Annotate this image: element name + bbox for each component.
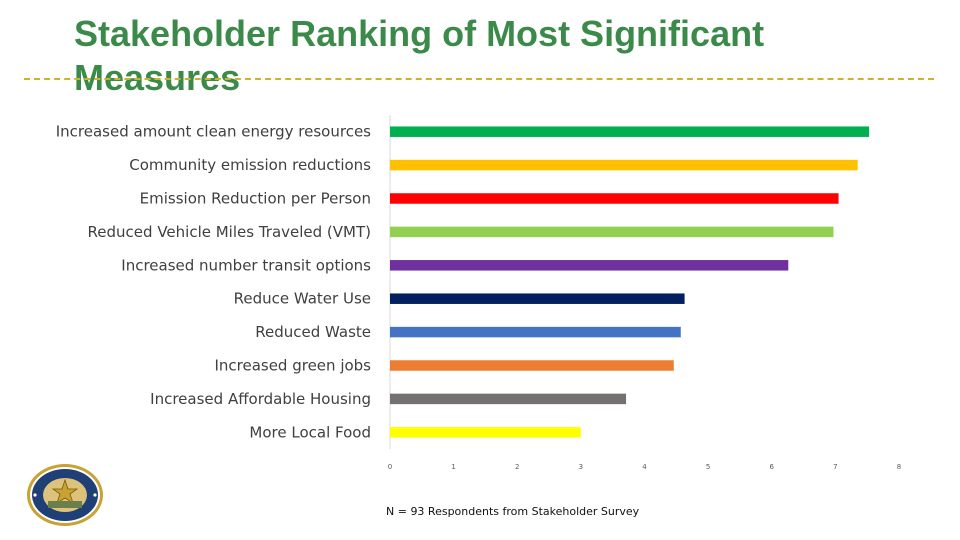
x-tick-label: 4 (642, 463, 647, 470)
bar (390, 427, 581, 438)
category-label: Increased amount clean energy resources (56, 123, 371, 141)
bar (390, 293, 685, 304)
x-tick-label: 8 (897, 463, 901, 470)
x-tick-label: 0 (388, 463, 392, 470)
x-tick-label: 1 (451, 463, 455, 470)
x-tick-label: 5 (706, 463, 710, 470)
category-label: Emission Reduction per Person (140, 190, 371, 208)
category-label: Increased green jobs (214, 357, 371, 375)
x-tick-label: 7 (833, 463, 837, 470)
category-label: More Local Food (249, 423, 371, 441)
category-label: Community emission reductions (129, 156, 371, 174)
category-label: Reduced Vehicle Miles Traveled (VMT) (88, 223, 371, 241)
bar (390, 393, 627, 405)
bar (390, 226, 834, 238)
category-label: Increased Affordable Housing (150, 390, 371, 408)
bar (390, 193, 839, 204)
category-label-group: Increased amount clean energy resources C… (56, 123, 371, 442)
bar (390, 360, 674, 371)
x-tick-label: 3 (579, 463, 583, 470)
sample-size-note: N = 93 Respondents from Stakeholder Surv… (386, 505, 640, 518)
bar (390, 126, 870, 137)
bar-group (390, 126, 870, 438)
x-tick-label: 2 (515, 463, 519, 470)
title-divider (24, 78, 934, 80)
category-label: Increased number transit options (121, 256, 371, 274)
category-label: Reduced Waste (255, 323, 371, 341)
bar (390, 260, 789, 271)
x-tick-label-group: 0 1 2 3 4 5 6 7 8 (388, 463, 901, 470)
bar (390, 326, 681, 338)
bar (390, 159, 858, 171)
city-of-houston-seal-icon (27, 464, 103, 526)
slide-title: Stakeholder Ranking of Most Significant … (74, 13, 765, 98)
category-label: Reduce Water Use (234, 290, 371, 308)
bar-chart: Increased amount clean energy resources C… (56, 115, 901, 470)
x-tick-label: 6 (770, 463, 775, 470)
